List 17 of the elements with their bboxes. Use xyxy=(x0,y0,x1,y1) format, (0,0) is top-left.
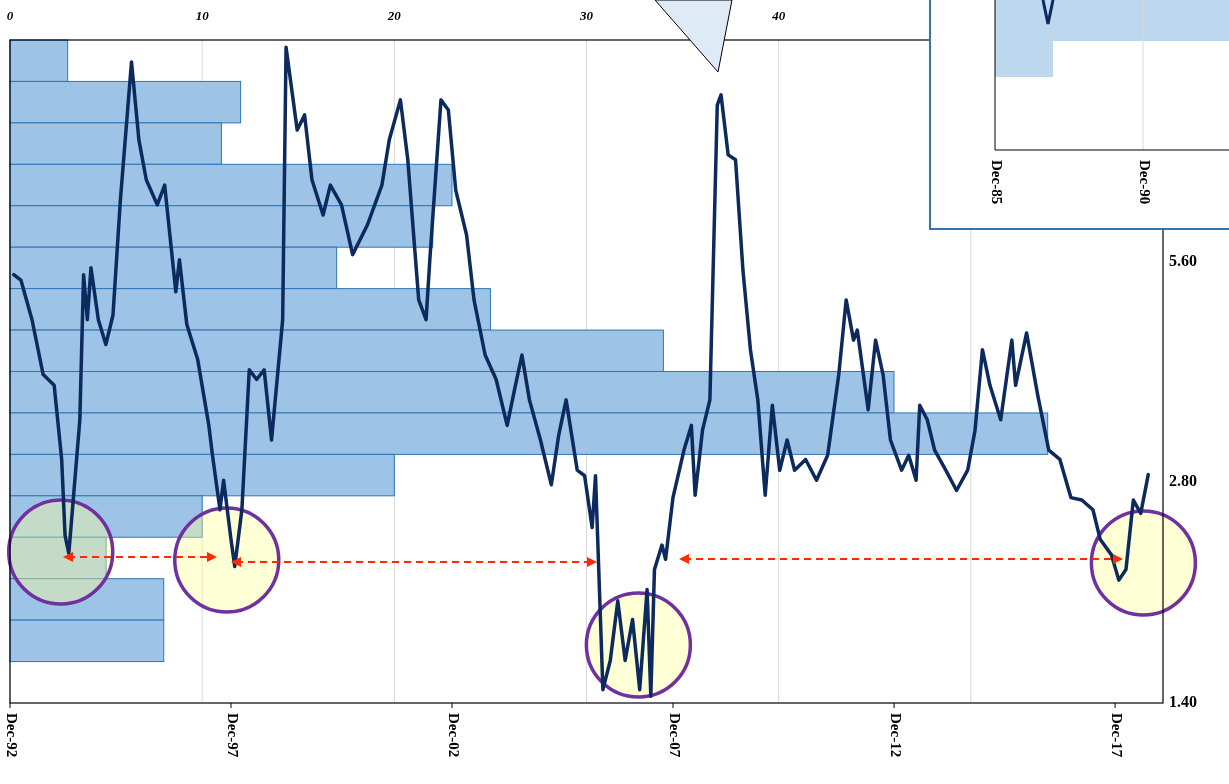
x-tick-label: 10 xyxy=(195,8,210,23)
x-tick-label: Dec-12 xyxy=(887,713,904,758)
x-tick-label: Dec-02 xyxy=(445,713,462,758)
x-tick-label: Dec-97 xyxy=(224,713,241,758)
x-tick-label: Dec-92 xyxy=(3,713,20,758)
y-tick-label: 5.60 xyxy=(1169,251,1197,269)
x-tick-label: 40 xyxy=(771,8,786,23)
annotation: Dec-85 xyxy=(988,160,1005,205)
x-tick-label: 0 xyxy=(6,8,14,23)
y-tick-label: 1.40 xyxy=(1169,692,1197,710)
line-series xyxy=(12,45,1150,698)
x-tick-label: Dec-17 xyxy=(1108,713,1125,758)
y-tick-label: 2.80 xyxy=(1169,472,1197,490)
x-tick-label: 20 xyxy=(386,8,402,23)
x-tick-label: Dec-07 xyxy=(666,713,683,758)
annotation: Dec-90 xyxy=(1136,160,1153,205)
x-tick-label: 30 xyxy=(579,8,594,23)
